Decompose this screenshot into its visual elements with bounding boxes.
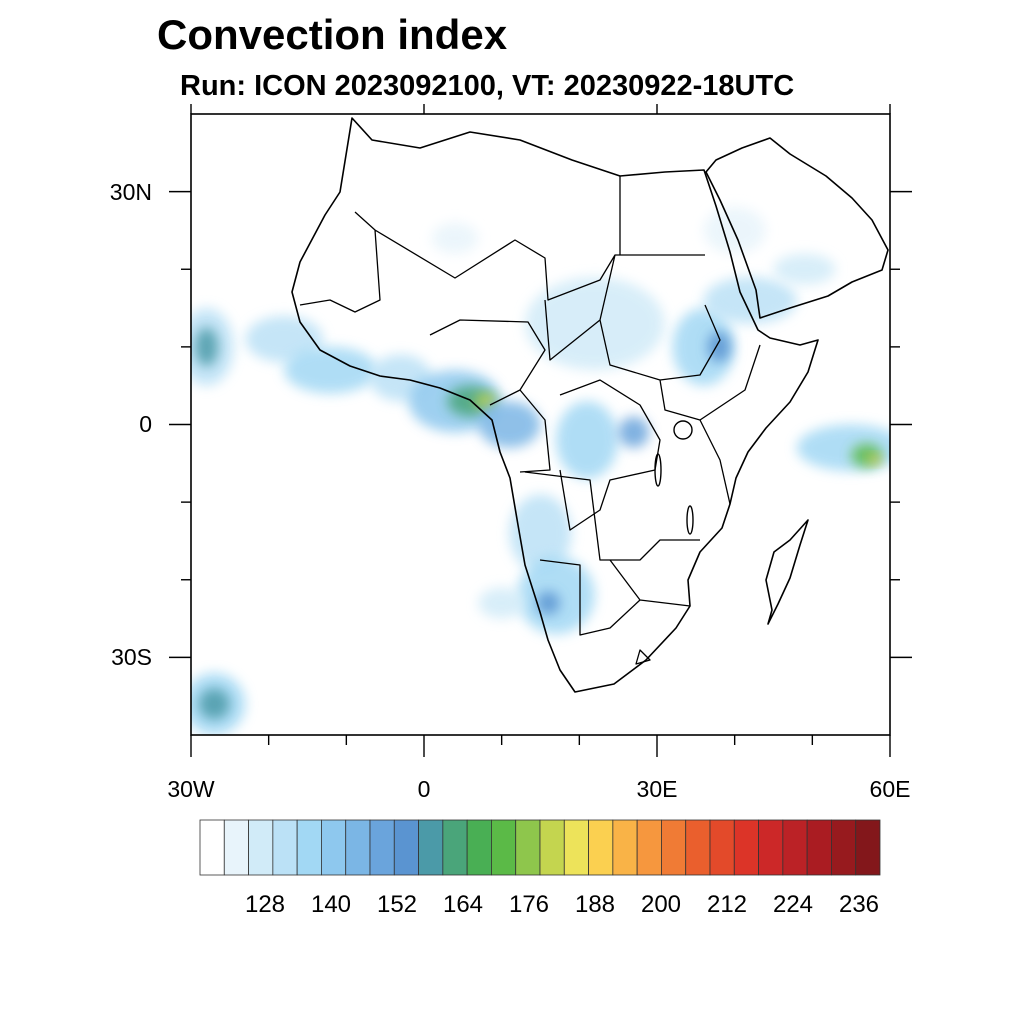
colorbar-box-6 <box>345 819 371 876</box>
coastlines-borders <box>291 117 889 693</box>
colorbar-label-200: 200 <box>641 891 681 918</box>
y-axis-labels: 30N 0 30S <box>110 179 152 670</box>
colorbar-label-140: 140 <box>311 891 351 918</box>
convection-blob-20 <box>536 591 560 615</box>
colorbar-box-19 <box>661 819 687 876</box>
madagascar-coastline <box>765 519 809 625</box>
convection-blob-18 <box>509 494 572 572</box>
country-borders <box>299 176 761 665</box>
colorbar-label-236: 236 <box>839 891 879 918</box>
arabian-coastline <box>705 137 889 319</box>
colorbar-box-24 <box>782 819 808 876</box>
convection-blob-12 <box>672 308 735 386</box>
colorbar-box-23 <box>758 819 784 876</box>
map-background <box>191 114 890 735</box>
lakes <box>654 420 694 535</box>
colorbar-box-22 <box>733 819 759 876</box>
africa-coastline <box>291 117 819 693</box>
colorbar: 128 140 152 164 176 188 200 212 224 236 <box>199 819 881 918</box>
x-tick-label-0: 0 <box>418 776 431 802</box>
colorbar-label-188: 188 <box>575 891 615 918</box>
colorbar-box-20 <box>685 819 711 876</box>
colorbar-label-164: 164 <box>443 891 483 918</box>
colorbar-box-15 <box>563 819 589 876</box>
lake-malawi <box>686 505 694 535</box>
axis-ticks <box>169 104 912 757</box>
colorbar-box-16 <box>588 819 614 876</box>
convection-blob-9 <box>556 401 619 479</box>
colorbar-box-1 <box>223 819 249 876</box>
colorbar-box-14 <box>539 819 565 876</box>
colorbar-box-21 <box>709 819 735 876</box>
convection-blob-7 <box>474 393 498 409</box>
convection-blob-21 <box>478 587 525 619</box>
x-tick-label-30e: 30E <box>637 776 678 802</box>
colorbar-box-9 <box>418 819 444 876</box>
colorbar-label-128: 128 <box>245 891 285 918</box>
colorbar-box-25 <box>806 819 832 876</box>
convection-blob-3 <box>284 346 378 394</box>
convection-blob-26 <box>773 253 836 285</box>
convection-blob-25 <box>703 207 766 254</box>
convection-blob-10 <box>618 416 650 448</box>
colorbar-box-8 <box>393 819 419 876</box>
colorbar-box-18 <box>636 819 662 876</box>
convection-blob-23 <box>198 688 230 720</box>
colorbar-box-2 <box>248 819 274 876</box>
colorbar-box-26 <box>831 819 857 876</box>
convection-blob-17 <box>868 454 881 465</box>
colorbar-box-4 <box>296 819 322 876</box>
y-tick-label-30s: 30S <box>111 644 152 670</box>
colorbar-box-10 <box>442 819 468 876</box>
lake-victoria <box>673 420 693 440</box>
colorbar-labels: 128 140 152 164 176 188 200 212 224 236 <box>245 891 879 918</box>
colorbar-box-3 <box>272 819 298 876</box>
colorbar-box-11 <box>466 819 492 876</box>
colorbar-box-7 <box>369 819 395 876</box>
map-panel <box>169 104 912 757</box>
colorbar-box-0 <box>199 819 225 876</box>
colorbar-label-152: 152 <box>377 891 417 918</box>
plot-subtitle: Run: ICON 2023092100, VT: 20230922-18UTC <box>180 70 795 102</box>
colorbar-boxes <box>199 819 881 876</box>
y-tick-label-0: 0 <box>139 411 152 437</box>
lake-tanganyika <box>654 453 662 487</box>
x-tick-label-30w: 30W <box>167 776 215 802</box>
convection-blob-14 <box>703 277 797 324</box>
convection-blob-8 <box>478 401 541 448</box>
y-tick-label-30n: 30N <box>110 179 152 205</box>
colorbar-label-224: 224 <box>773 891 813 918</box>
convection-blob-24 <box>431 222 479 254</box>
colorbar-box-17 <box>612 819 638 876</box>
colorbar-box-5 <box>321 819 347 876</box>
colorbar-box-12 <box>491 819 517 876</box>
colorbar-box-13 <box>515 819 541 876</box>
colorbar-label-176: 176 <box>509 891 549 918</box>
colorbar-label-212: 212 <box>707 891 747 918</box>
convection-blob-13 <box>707 331 731 363</box>
x-tick-label-60e: 60E <box>870 776 911 802</box>
plot-title: Convection index <box>157 11 508 58</box>
colorbar-box-27 <box>855 819 881 876</box>
x-axis-labels: 30W 0 30E 60E <box>167 776 910 802</box>
convection-blob-1 <box>194 327 219 367</box>
